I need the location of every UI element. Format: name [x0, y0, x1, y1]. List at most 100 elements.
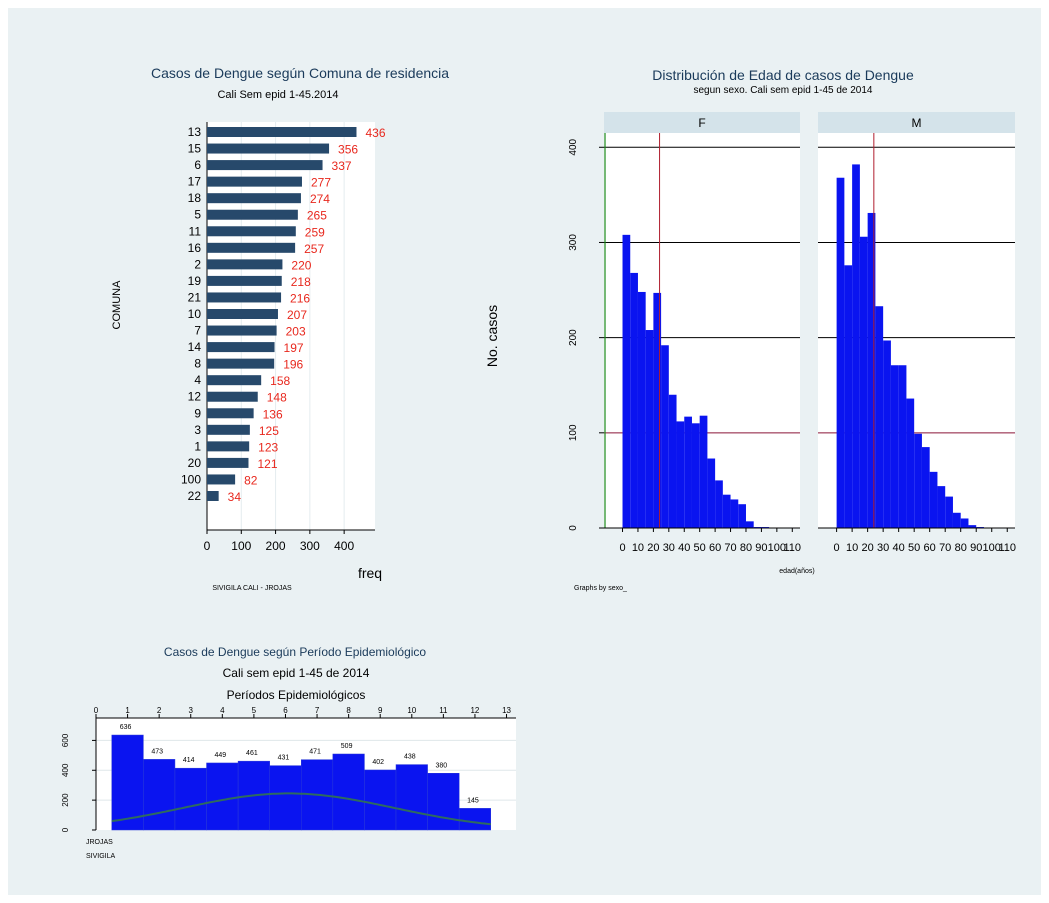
- chart1-category-label: 20: [188, 456, 202, 470]
- chart1-value-label: 148: [267, 391, 287, 405]
- chart1-value-label: 356: [338, 143, 358, 157]
- chart3-note-sivigila: SIVIGILA: [86, 853, 116, 860]
- chart1-value-label: 196: [283, 358, 303, 372]
- chart3-y-tick-label: 200: [61, 793, 70, 807]
- chart1-category-label: 2: [194, 257, 201, 271]
- chart3-x-tick-label: 8: [346, 706, 351, 715]
- chart2-y-tick-label: 0: [568, 525, 579, 531]
- chart2-bar: [852, 164, 860, 528]
- chart2-x-tick-label: 0: [619, 542, 625, 554]
- chart1-value-label: 265: [307, 209, 327, 223]
- chart2-bar: [630, 272, 638, 528]
- chart2-bar: [952, 512, 961, 528]
- chart1-x-tick-label: 300: [300, 539, 320, 553]
- chart2-bar: [914, 433, 922, 528]
- chart2-bar: [960, 518, 969, 528]
- chart3-bar: [395, 764, 428, 831]
- chart1-category-label: 1: [194, 439, 201, 453]
- chart3-bar: [269, 765, 302, 831]
- chart2-x-tick-label: 70: [939, 542, 951, 554]
- chart1-bar: [207, 309, 278, 319]
- chart1-value-label: 121: [257, 457, 277, 471]
- chart2-x-tick-label: 30: [663, 542, 675, 554]
- chart2-x-tick-label: 60: [709, 542, 721, 554]
- chart1-category-label: 19: [188, 274, 202, 288]
- chart3-value-label: 473: [151, 748, 163, 755]
- chart3-value-label: 380: [436, 762, 448, 769]
- chart2-x-tick-label: 40: [893, 542, 905, 554]
- chart2-bar: [883, 340, 891, 528]
- chart3-x-tick-label: 13: [502, 706, 511, 715]
- chart3-y-tick-label: 400: [61, 763, 70, 777]
- chart1-category-label: 8: [194, 357, 201, 371]
- chart1-x-tick-label: 0: [204, 539, 211, 553]
- chart1-bar: [207, 226, 296, 237]
- chart1-bar: [207, 292, 282, 303]
- chart2-bar: [968, 525, 977, 528]
- chart2-x-tick-label: 90: [970, 542, 982, 554]
- chart2-x-tick-label: 80: [740, 542, 752, 554]
- chart3-bar: [206, 762, 239, 831]
- chart3-bar: [427, 773, 460, 831]
- chart1-category-label: 13: [188, 125, 202, 139]
- chart2-x-tick-label: 60: [924, 542, 936, 554]
- chart1-value-label: 34: [228, 490, 242, 504]
- chart3-bar: [458, 808, 491, 831]
- chart1-bar: [207, 474, 236, 485]
- chart2-note: Graphs by sexo_: [574, 585, 627, 592]
- chart3-value-label: 461: [246, 750, 258, 757]
- chart3-note-jrojas: JROJAS: [86, 839, 113, 846]
- chart3-title: Casos de Dengue según Período Epidemioló…: [164, 645, 426, 659]
- chart1-category-label: 7: [194, 324, 201, 338]
- chart3-x-tick-label: 5: [252, 706, 257, 715]
- chart2-bar: [730, 499, 739, 528]
- chart2-bar: [898, 365, 907, 528]
- chart3-value-label: 471: [309, 749, 321, 756]
- chart2-bar: [836, 177, 845, 529]
- chart1-category-label: 22: [188, 489, 202, 503]
- chart1-value-label: 436: [365, 126, 385, 140]
- chart2-x-tick-label: 50: [694, 542, 706, 554]
- chart1-bar: [207, 193, 301, 204]
- chart1-category-label: 9: [194, 406, 201, 420]
- chart1-bar: [207, 491, 219, 501]
- chart1-bar: [207, 391, 258, 402]
- chart2-x-tick-label: 100: [768, 542, 786, 554]
- chart2-bar: [684, 416, 692, 528]
- chart1-value-label: 257: [304, 242, 324, 256]
- chart2-y-tick-label: 100: [568, 424, 579, 441]
- chart1-x-tick-label: 100: [231, 539, 251, 553]
- chart1-category-label: 3: [194, 423, 201, 437]
- chart2-bar: [937, 486, 946, 528]
- chart1-value-label: 123: [258, 440, 278, 454]
- chart1-bar: [207, 375, 262, 386]
- chart3-x-tick-label: 0: [94, 706, 99, 715]
- chart1-x-tick-label: 200: [266, 539, 286, 553]
- chart3-bar: [332, 753, 365, 831]
- chart2-x-tick-label: 20: [647, 542, 659, 554]
- chart1-value-label: 197: [284, 341, 304, 355]
- chart1-bar: [207, 242, 296, 253]
- chart2-facet-strip: [604, 112, 800, 133]
- chart1-category-label: 5: [194, 208, 201, 222]
- chart2-ylabel: No. casos: [484, 305, 500, 367]
- chart3-value-label: 431: [278, 755, 290, 762]
- chart1-bar: [207, 143, 330, 154]
- chart2-subtitle: segun sexo. Cali sem epid 1-45 de 2014: [693, 85, 872, 96]
- chart3-y-tick-label: 0: [61, 827, 70, 832]
- chart3-y-tick-label: 600: [61, 733, 70, 747]
- chart1-bar: [207, 209, 298, 220]
- chart1-ylabel: COMUNA: [111, 280, 123, 330]
- chart2-x-tick-label: 40: [678, 542, 690, 554]
- chart2-bar: [707, 458, 716, 528]
- chart3-x-tick-label: 1: [125, 706, 130, 715]
- chart1-value-label: 216: [290, 291, 310, 305]
- chart2-bar: [699, 415, 708, 528]
- chart3-subtitle: Cali sem epid 1-45 de 2014: [223, 666, 370, 680]
- chart2-bar: [691, 423, 700, 528]
- chart1-bar: [207, 441, 250, 452]
- chart1-category-label: 16: [188, 241, 202, 255]
- chart3-value-label: 414: [183, 757, 195, 764]
- chart1-category-label: 17: [188, 175, 202, 189]
